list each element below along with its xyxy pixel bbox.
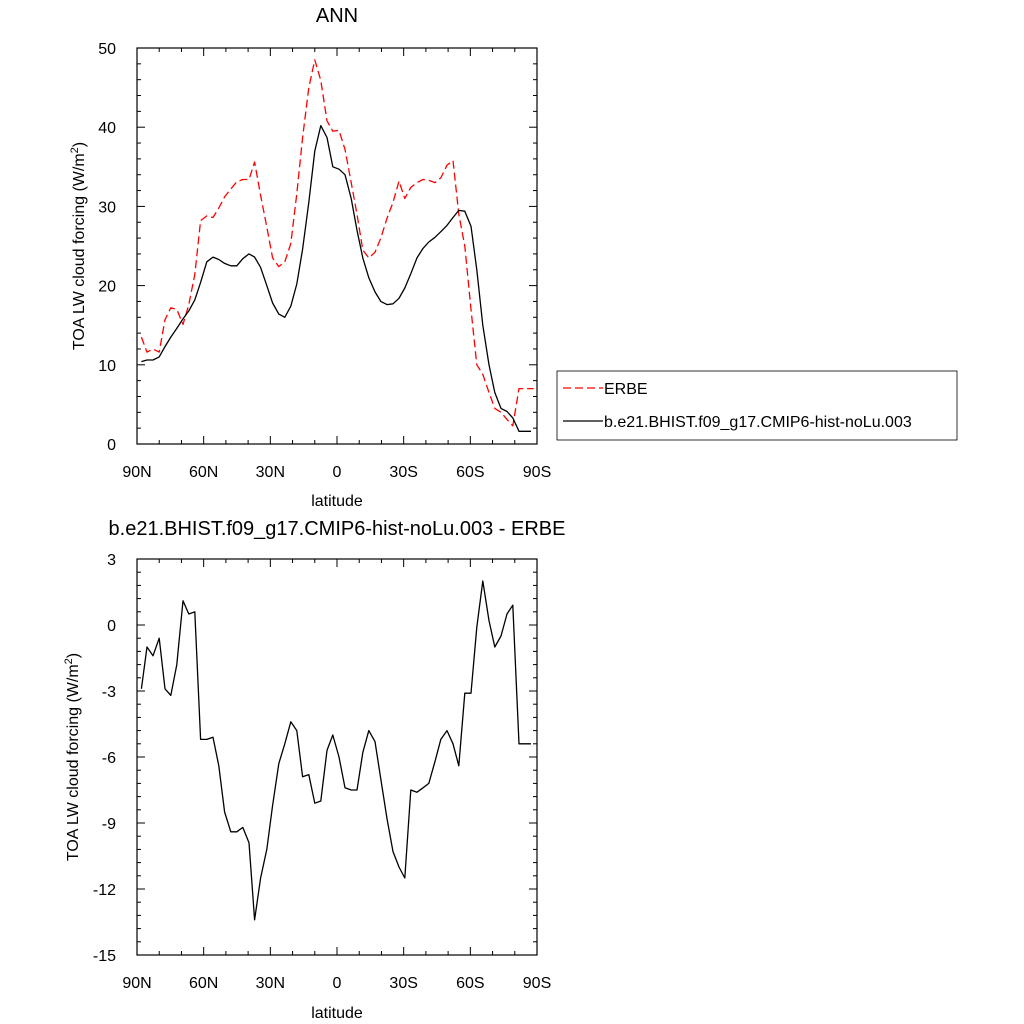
- bottom-panel: b.e21.BHIST.f09_g17.CMIP6-hist-noLu.003 …: [63, 518, 565, 1022]
- x-tick-label: 90S: [523, 464, 551, 481]
- x-tick-label: 30S: [389, 464, 417, 481]
- bottom-panel-y-axis-label: TOA LW cloud forcing (W/m2): [63, 653, 82, 861]
- bottom-panel-x-axis-label: latitude: [311, 1005, 363, 1022]
- y-tick-label: 0: [107, 437, 116, 454]
- y-tick-label: -9: [102, 816, 116, 833]
- top-panel-x-axis-label: latitude: [311, 493, 363, 510]
- x-tick-label: 90S: [523, 975, 551, 992]
- legend-label-model: b.e21.BHIST.f09_g17.CMIP6-hist-noLu.003: [604, 414, 912, 431]
- y-tick-label: 10: [98, 358, 116, 375]
- x-tick-label: 60S: [456, 464, 484, 481]
- x-tick-label: 30S: [389, 975, 417, 992]
- top-panel-title: ANN: [316, 5, 358, 27]
- top-panel-y-axis-label: TOA LW cloud forcing (W/m2): [69, 142, 88, 350]
- y-tick-label: 50: [98, 41, 116, 58]
- top-panel-series: [140, 59, 534, 432]
- legend-box: [556, 370, 958, 441]
- y-tick-label: -15: [93, 948, 116, 965]
- y-tick-label: 0: [107, 618, 116, 635]
- y-tick-label: 20: [98, 279, 116, 296]
- x-tick-label: 60N: [189, 464, 218, 481]
- top-series-line-erbe: [140, 59, 534, 427]
- y-tick-label: -6: [102, 750, 116, 767]
- top-panel-tick-labels: 90N 60N 30N 0 30S 60S 90S 0 10 20 30 40 50: [98, 41, 551, 481]
- bottom-panel-title: b.e21.BHIST.f09_g17.CMIP6-hist-noLu.003 …: [109, 518, 566, 540]
- x-tick-label: 90N: [122, 975, 151, 992]
- legend-label-erbe: ERBE: [604, 381, 648, 398]
- x-tick-label: 90N: [122, 464, 151, 481]
- bottom-panel-tick-labels: 90N 60N 30N 0 30S 60S 90S 3 0 -3 -6 -9 -12 -15: [93, 552, 551, 992]
- x-tick-label: 30N: [256, 464, 285, 481]
- y-tick-label: 30: [98, 199, 116, 216]
- bottom-panel-plot-frame: [136, 558, 538, 956]
- bottom-panel-ticks: [136, 558, 538, 956]
- top-panel-ticks: [136, 47, 538, 445]
- x-tick-label: 60S: [456, 975, 484, 992]
- y-tick-label: 3: [107, 552, 116, 569]
- top-panel: ANN 90N 60N 30N 0 30S 60S 90S 0 10 20 30 40 50 latit…: [69, 5, 958, 510]
- x-tick-label: 30N: [256, 975, 285, 992]
- x-tick-label: 60N: [189, 975, 218, 992]
- top-series-line-b-e21-bhist-f09-g17-cmip6-hist-nolu-003: [141, 124, 531, 432]
- y-tick-label: -3: [102, 684, 116, 701]
- x-tick-label: 0: [333, 464, 342, 481]
- x-tick-label: 0: [333, 975, 342, 992]
- top-panel-plot-frame: [136, 47, 538, 445]
- bottom-panel-series: [140, 580, 531, 921]
- y-tick-label: -12: [93, 882, 116, 899]
- bottom-series-line-difference: [140, 580, 531, 921]
- legend: ERBE b.e21.BHIST.f09_g17.CMIP6-hist-noLu…: [556, 370, 958, 441]
- y-tick-label: 40: [98, 120, 116, 137]
